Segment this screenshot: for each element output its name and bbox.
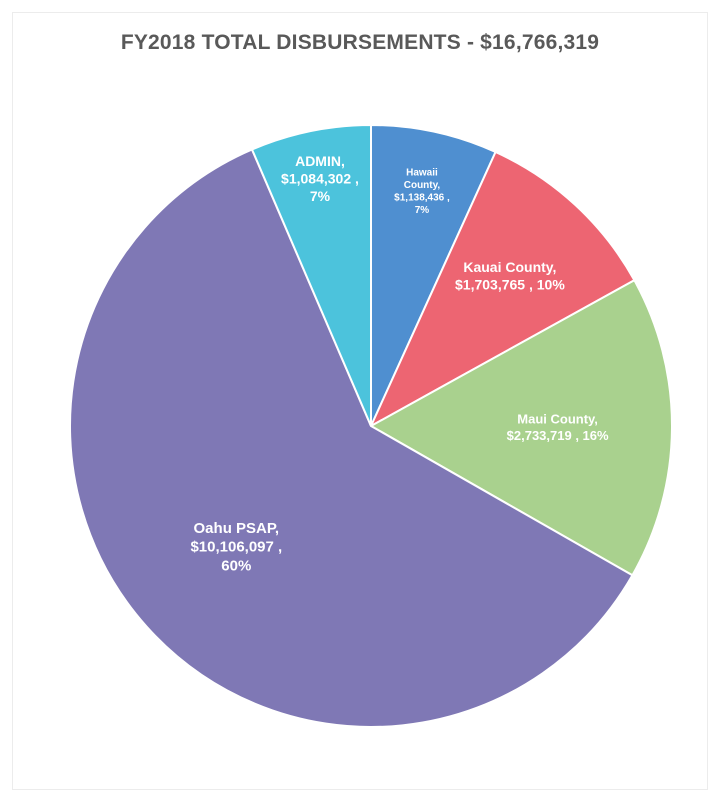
pie-slice-maui-county	[368, 278, 673, 577]
data-label-maui-county: Maui County, $2,733,719 , 16%	[507, 412, 609, 443]
data-label-hawaii-county: Hawaii County, $1,138,436 , 7%	[394, 167, 450, 216]
pie-slice-admin	[250, 123, 372, 427]
pie-slice-kauai-county	[368, 150, 636, 429]
data-label-oahu-psap: Oahu PSAP, $10,106,097 , 60%	[190, 520, 282, 575]
data-label-admin: ADMIN, $1,084,302 , 7%	[281, 153, 359, 204]
pie-slice-oahu-psap	[69, 148, 634, 728]
data-label-kauai-county: Kauai County, $1,703,765 , 10%	[455, 259, 565, 293]
chart-title: FY2018 TOTAL DISBURSEMENTS - $16,766,319	[120, 31, 600, 54]
pie-slice-hawaii-county	[370, 123, 497, 427]
